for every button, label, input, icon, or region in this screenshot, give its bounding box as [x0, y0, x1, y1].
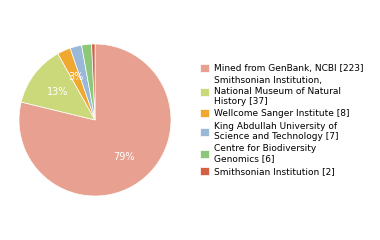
Wedge shape [70, 45, 95, 120]
Text: 79%: 79% [113, 152, 135, 162]
Wedge shape [21, 54, 95, 120]
Text: 3%: 3% [68, 72, 83, 82]
Wedge shape [19, 44, 171, 196]
Legend: Mined from GenBank, NCBI [223], Smithsonian Institution,
National Museum of Natu: Mined from GenBank, NCBI [223], Smithson… [198, 62, 365, 178]
Wedge shape [58, 48, 95, 120]
Wedge shape [92, 44, 95, 120]
Text: 13%: 13% [47, 86, 68, 96]
Wedge shape [82, 44, 95, 120]
